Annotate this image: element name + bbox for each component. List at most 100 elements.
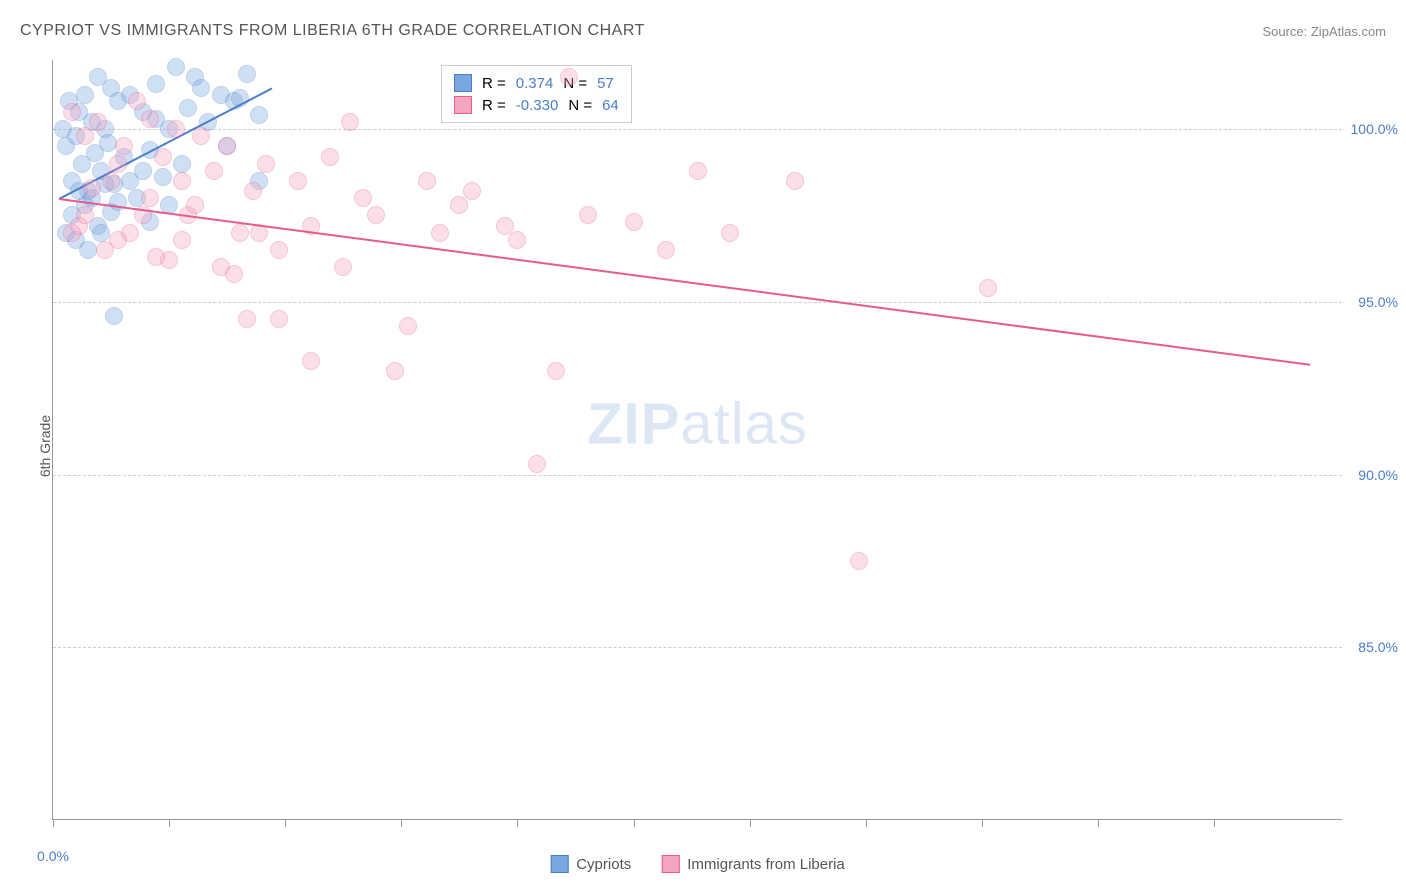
gridline-horizontal: [53, 302, 1342, 303]
stats-row-2: R = -0.330 N = 64: [454, 94, 619, 116]
scatter-point: [173, 231, 191, 249]
y-tick-label: 90.0%: [1358, 467, 1398, 483]
x-tick: [285, 819, 286, 827]
trend-line: [59, 198, 1311, 366]
scatter-point: [321, 148, 339, 166]
scatter-point: [225, 265, 243, 283]
x-tick: [517, 819, 518, 827]
scatter-point: [302, 352, 320, 370]
scatter-point: [167, 58, 185, 76]
scatter-point: [367, 206, 385, 224]
scatter-point: [192, 127, 210, 145]
stats-r-value-2: -0.330: [516, 97, 559, 114]
scatter-point: [147, 248, 165, 266]
scatter-point: [463, 182, 481, 200]
scatter-point: [179, 99, 197, 117]
scatter-point: [192, 79, 210, 97]
plot-area: ZIPatlas R = 0.374 N = 57 R = -0.330 N =…: [52, 60, 1342, 820]
scatter-point: [238, 310, 256, 328]
scatter-point: [386, 362, 404, 380]
scatter-point: [115, 137, 133, 155]
gridline-horizontal: [53, 475, 1342, 476]
stats-n-value-2: 64: [602, 97, 619, 114]
scatter-point: [173, 155, 191, 173]
scatter-point: [109, 155, 127, 173]
legend-item-1: Cypriots: [550, 855, 631, 873]
watermark-atlas: atlas: [680, 392, 808, 457]
x-tick: [53, 819, 54, 827]
stats-swatch-1: [454, 74, 472, 92]
stats-swatch-2: [454, 96, 472, 114]
scatter-point: [786, 172, 804, 190]
watermark: ZIPatlas: [587, 391, 808, 458]
legend-label-1: Cypriots: [576, 856, 631, 873]
scatter-point: [121, 224, 139, 242]
scatter-point: [270, 310, 288, 328]
scatter-point: [270, 241, 288, 259]
scatter-point: [89, 113, 107, 131]
scatter-point: [689, 162, 707, 180]
scatter-point: [186, 196, 204, 214]
scatter-point: [154, 168, 172, 186]
scatter-point: [205, 162, 223, 180]
chart-title: CYPRIOT VS IMMIGRANTS FROM LIBERIA 6TH G…: [20, 22, 645, 40]
x-tick: [401, 819, 402, 827]
scatter-point: [218, 137, 236, 155]
x-tick: [1098, 819, 1099, 827]
scatter-point: [560, 68, 578, 86]
scatter-point: [657, 241, 675, 259]
legend-item-2: Immigrants from Liberia: [661, 855, 845, 873]
y-tick-label: 100.0%: [1351, 121, 1398, 137]
stats-r-value-1: 0.374: [516, 75, 554, 92]
stats-n-value-1: 57: [597, 75, 614, 92]
scatter-point: [76, 206, 94, 224]
scatter-point: [76, 86, 94, 104]
scatter-point: [231, 224, 249, 242]
scatter-point: [579, 206, 597, 224]
scatter-point: [547, 362, 565, 380]
stats-r-label-2: R =: [482, 97, 506, 114]
scatter-point: [83, 179, 101, 197]
bottom-legend: Cypriots Immigrants from Liberia: [550, 855, 845, 873]
scatter-point: [625, 213, 643, 231]
scatter-point: [128, 92, 146, 110]
scatter-point: [76, 127, 94, 145]
scatter-point: [154, 148, 172, 166]
scatter-point: [721, 224, 739, 242]
gridline-horizontal: [53, 647, 1342, 648]
scatter-point: [244, 182, 262, 200]
scatter-point: [147, 75, 165, 93]
scatter-point: [341, 113, 359, 131]
scatter-point: [850, 552, 868, 570]
legend-swatch-1: [550, 855, 568, 873]
scatter-point: [418, 172, 436, 190]
scatter-point: [141, 110, 159, 128]
gridline-horizontal: [53, 129, 1342, 130]
scatter-point: [167, 120, 185, 138]
x-tick: [169, 819, 170, 827]
scatter-point: [528, 455, 546, 473]
stats-row-1: R = 0.374 N = 57: [454, 72, 619, 94]
legend-label-2: Immigrants from Liberia: [687, 856, 845, 873]
x-tick: [866, 819, 867, 827]
scatter-point: [105, 307, 123, 325]
scatter-point: [134, 162, 152, 180]
x-tick: [750, 819, 751, 827]
stats-box: R = 0.374 N = 57 R = -0.330 N = 64: [441, 65, 632, 123]
y-axis-label: 6th Grade: [37, 415, 53, 477]
legend-swatch-2: [661, 855, 679, 873]
stats-r-label-1: R =: [482, 75, 506, 92]
chart-container: CYPRIOT VS IMMIGRANTS FROM LIBERIA 6TH G…: [0, 0, 1406, 892]
y-tick-label: 95.0%: [1358, 294, 1398, 310]
scatter-point: [257, 155, 275, 173]
scatter-point: [96, 241, 114, 259]
y-tick-label: 85.0%: [1358, 639, 1398, 655]
x-tick-label: 0.0%: [37, 848, 69, 864]
scatter-point: [450, 196, 468, 214]
scatter-point: [979, 279, 997, 297]
scatter-point: [63, 224, 81, 242]
scatter-point: [173, 172, 191, 190]
scatter-point: [141, 189, 159, 207]
source-attribution: Source: ZipAtlas.com: [1262, 24, 1386, 39]
scatter-point: [63, 103, 81, 121]
